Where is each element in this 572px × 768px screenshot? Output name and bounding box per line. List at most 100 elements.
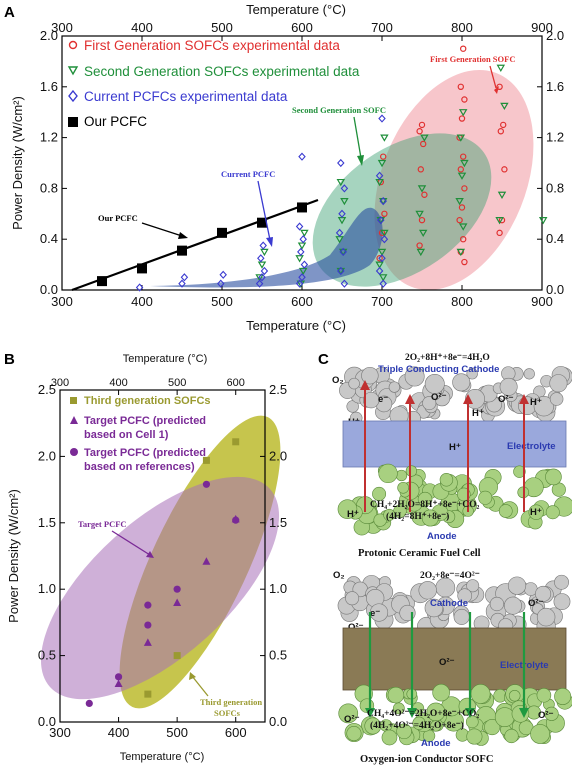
pcfc-cathode-particles [339,366,572,427]
panel-b-label: B [4,351,15,368]
pcfc-anode-particles [337,463,572,536]
a-point-circle [416,242,423,249]
panel-b-legend: Third generation SOFCs Target PCFC (pred… [70,395,211,473]
annotation-current-pcfc: Current PCFC [221,169,275,179]
a-point-triangle-down [457,172,467,180]
a-point-triangle-down [257,261,267,269]
a-xtick-top-label: 500 [211,20,233,35]
pcfc-diagram: 2O₂+8H⁺+8e⁻=4H₂O Triple Conducting Catho… [332,353,572,559]
legend-target-cell1-label: Target PCFC (predicted [84,415,206,427]
legend-target-refs-marker [70,448,78,456]
particle [489,596,505,612]
particle [337,499,358,519]
a-point-square [97,276,107,287]
a-point-triangle-down [260,248,269,257]
a-ytick-label: 0.0 [40,282,58,297]
a-point-diamond [337,158,345,168]
a-point-diamond [338,209,346,218]
particle [470,684,491,704]
a-point-diamond [255,279,264,288]
b-point-circle [144,601,152,609]
a-point-circle [497,128,504,135]
b-ytick-right-label: 0.5 [269,648,287,663]
b-point-circle [232,516,240,524]
particle [397,481,410,494]
panel-a: A Temperature (°C) 300 300 400 400 500 500 600… [4,2,564,333]
a-point-diamond [339,247,347,257]
panel-b-x-axis-title: Temperature (°C) [120,751,204,763]
a-point-triangle-down [380,134,389,142]
annotation-our-pcfc: Our PCFC [98,213,138,223]
particle [545,505,560,520]
particle [388,381,401,393]
particle [422,396,437,411]
particle [372,486,387,501]
pcfc-o2-label: O₂ [332,375,344,386]
a-point-circle [460,45,467,52]
a-point-diamond [135,283,144,292]
b-ytick-right-label: 2.0 [269,448,287,463]
a-point-triangle-down [538,217,548,225]
particle [364,717,382,735]
a-point-triangle-down [458,109,468,117]
a-ytick-right-label: 0.8 [546,180,564,195]
a-point-circle [496,83,503,91]
annotation-third-generation-1: Third generation [200,697,262,707]
legend-target-refs-label-2: based on references) [84,461,195,473]
a-xtick-top-label: 800 [451,20,473,35]
b-xtick-top-label: 500 [168,377,186,389]
particle [511,705,530,723]
particle [484,718,501,736]
panel-b-plot-frame [59,389,266,723]
b-ytick-label: 2.0 [38,448,56,463]
a-point-square [137,263,147,274]
a-point-diamond [379,196,387,206]
particle [504,728,519,744]
sofc-anode-equation-1: CH₄+4O²⁻=2H₂O+8e⁻+CO₂ [367,709,479,719]
a-xtick-label: 700 [371,294,393,309]
particle [432,683,450,702]
sofc-anode-equation-2: (4H₂+4O²⁻=4H₂O+8e⁻) [370,720,464,731]
particle [499,377,518,396]
a-ytick-right-label: 1.6 [546,79,564,94]
a-xtick-label: 400 [131,294,153,309]
a-point-diamond [219,270,227,279]
a-point-diamond [378,254,386,263]
a-point-circle [501,166,508,173]
particle [536,687,552,703]
b-point-triangle [202,557,211,565]
b-ytick-right-label: 1.5 [269,515,287,530]
particle [424,373,445,394]
b-point-triangle [173,598,182,606]
b-point-circle [85,699,93,708]
particle [421,509,439,527]
particle [362,391,380,409]
annotation-target-pcfc: Target PCFC [78,519,127,529]
particle [523,368,535,380]
a-point-triangle-down [295,255,304,263]
sofc-diagram: 2O₂+8e⁻=4O²⁻ O₂ Cathode e⁻ O²⁻ O²⁻ O²⁻ E… [333,570,572,765]
a-point-diamond [297,247,305,257]
a-point-diamond [340,279,349,288]
legend-first-marker [68,40,78,50]
a-point-triangle-down [340,198,349,206]
sofc-o2minus-anode-2: O²⁻ [538,710,554,721]
b-xtick-label: 500 [166,725,188,740]
b-ytick-right-label: 1.0 [269,581,287,596]
a-point-diamond [299,235,307,244]
pcfc-hplus-label-2: H⁺ [472,408,484,419]
a-xtick-top-label: 700 [371,20,393,35]
particle [530,724,550,744]
a-point-circle [461,258,468,266]
b-point-square [232,438,240,446]
panel-a-data-points [97,45,548,292]
particle [387,686,405,704]
sofc-cathode-label: Cathode [430,598,468,609]
a-point-triangle-down [460,159,469,168]
particle [498,504,513,518]
a-point-circle [456,216,463,224]
pcfc-o2minus-label-2: O²⁻ [498,394,514,405]
sofc-electron-label: e⁻ [370,608,380,619]
b-ytick-label: 0.0 [38,714,56,729]
legend-first-label: First Generation SOFCs experimental data [84,38,340,53]
